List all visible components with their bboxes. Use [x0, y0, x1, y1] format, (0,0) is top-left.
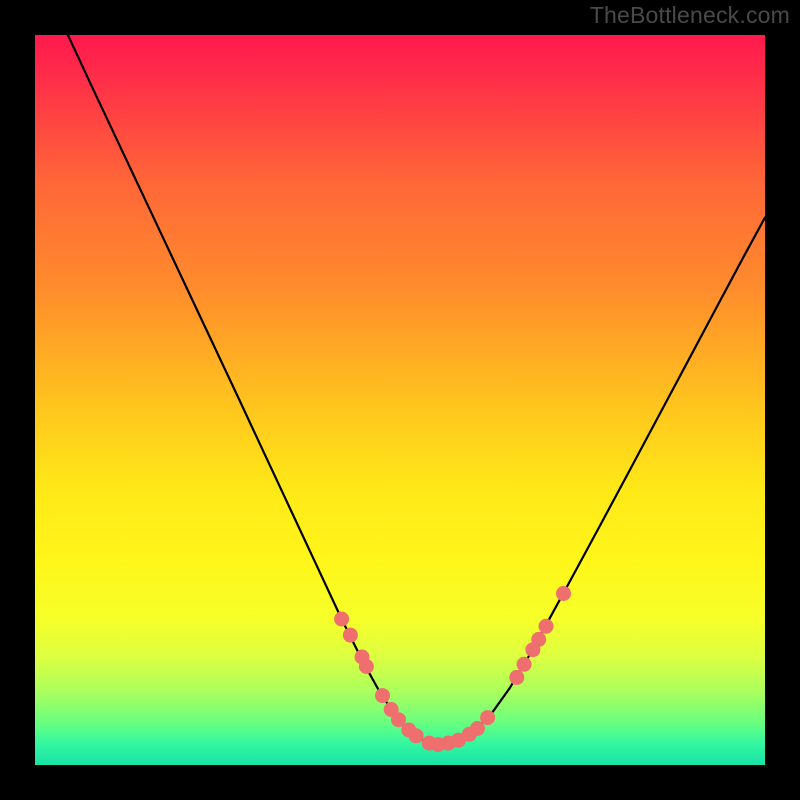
data-marker: [532, 632, 546, 646]
data-marker: [481, 711, 495, 725]
chart-outer-frame: TheBottleneck.com: [0, 0, 800, 800]
data-marker: [470, 722, 484, 736]
plot-area: [35, 35, 765, 765]
data-marker: [539, 619, 553, 633]
chart-svg: [35, 35, 765, 765]
data-marker: [557, 587, 571, 601]
data-marker: [392, 713, 406, 727]
data-marker: [510, 670, 524, 684]
marker-group: [335, 587, 571, 752]
data-marker: [359, 660, 373, 674]
data-marker: [517, 657, 531, 671]
data-marker: [376, 689, 390, 703]
data-marker: [409, 729, 423, 743]
data-marker: [343, 628, 357, 642]
watermark-text: TheBottleneck.com: [590, 2, 790, 29]
data-marker: [335, 612, 349, 626]
bottleneck-curve: [68, 35, 765, 745]
